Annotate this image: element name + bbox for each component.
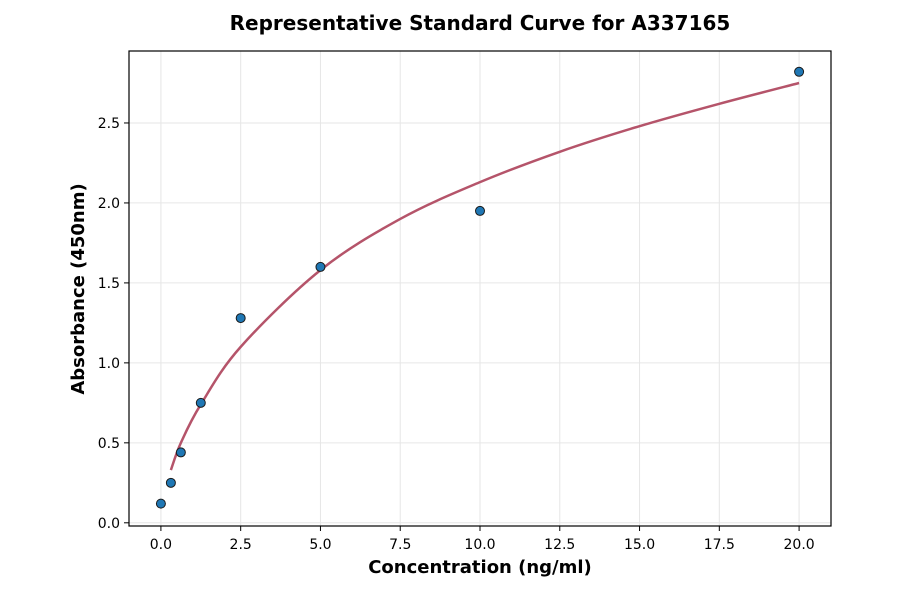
data-point <box>475 205 485 216</box>
y-tick-label: 1.5 <box>98 276 120 292</box>
x-tick-label: 17.5 <box>704 537 735 553</box>
data-point <box>195 397 206 408</box>
x-tick-label: 2.5 <box>230 537 252 553</box>
y-tick-label: 0.5 <box>98 436 120 452</box>
data-points-layer <box>155 66 805 509</box>
plot-frame <box>128 50 832 527</box>
x-axis-label: Concentration (ng/ml) <box>368 557 592 578</box>
fit-curve-layer <box>169 81 800 471</box>
data-point <box>155 498 166 509</box>
x-tick-label: 20.0 <box>784 537 815 553</box>
y-tick-label: 1.0 <box>98 356 120 372</box>
data-point <box>794 66 805 77</box>
x-tick-label: 12.5 <box>544 537 575 553</box>
chart-title: Representative Standard Curve for A33716… <box>230 11 731 35</box>
y-tick-label: 2.0 <box>98 196 120 212</box>
grid-lines <box>129 51 831 526</box>
x-tick-label: 15.0 <box>624 537 655 553</box>
x-tick-label: 7.5 <box>389 537 411 553</box>
x-axis-ticks: 0.0 2.5 5.0 7.5 10.0 12.5 15.0 17.5 20.0 <box>150 526 815 553</box>
data-point <box>165 477 176 488</box>
data-point <box>315 261 326 272</box>
y-axis-label: Absorbance (450nm) <box>68 183 89 394</box>
fit-curve <box>169 81 800 471</box>
y-axis-ticks: 0.0 0.5 1.0 1.5 2.0 2.5 <box>98 116 129 532</box>
x-tick-label: 10.0 <box>464 537 495 553</box>
x-tick-label: 5.0 <box>309 537 331 553</box>
data-point <box>235 313 246 324</box>
y-tick-label: 0.0 <box>98 516 120 532</box>
x-tick-label: 0.0 <box>150 537 172 553</box>
y-tick-label: 2.5 <box>98 116 120 132</box>
data-point <box>175 447 186 458</box>
